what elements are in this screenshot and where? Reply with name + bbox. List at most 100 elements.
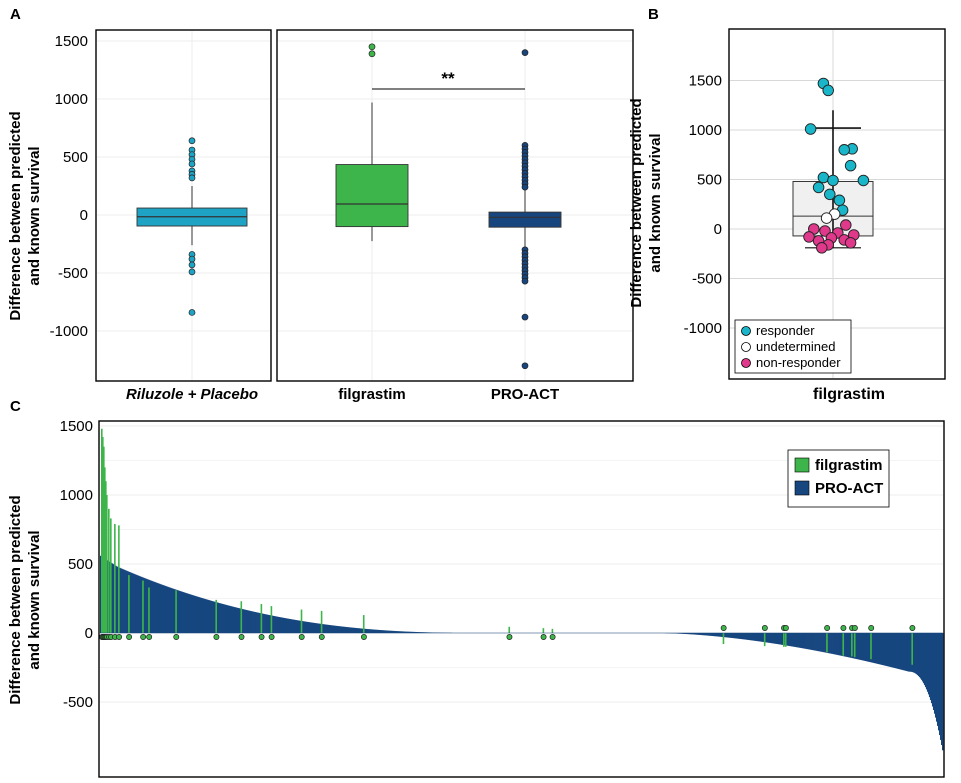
bar-proact bbox=[681, 633, 683, 634]
box-outlier bbox=[368, 50, 376, 58]
bar-proact bbox=[126, 570, 128, 633]
bar-proact bbox=[225, 604, 227, 633]
bar-proact bbox=[832, 633, 834, 655]
bar-proact bbox=[731, 633, 733, 638]
bar-proact bbox=[836, 633, 838, 655]
bar-proact bbox=[881, 633, 884, 665]
bar-proact bbox=[727, 633, 729, 638]
bar-proact bbox=[255, 612, 257, 633]
box-outlier bbox=[188, 160, 196, 168]
filgrastim-marker bbox=[140, 634, 147, 640]
bar-proact bbox=[698, 633, 700, 635]
bar-proact bbox=[927, 633, 930, 695]
bar-proact bbox=[862, 633, 865, 661]
bar-proact bbox=[323, 624, 326, 633]
bar-proact bbox=[709, 633, 711, 636]
bar-proact bbox=[769, 633, 771, 643]
bar-proact bbox=[271, 615, 273, 633]
panel-c-y-tick: 500 bbox=[68, 556, 93, 573]
bar-proact bbox=[905, 633, 908, 672]
panel-a-y-tick: 1500 bbox=[55, 33, 88, 50]
bar-proact bbox=[421, 632, 423, 633]
box-outlier bbox=[368, 43, 376, 51]
bar-filgrastim bbox=[551, 628, 554, 633]
bar-proact bbox=[871, 633, 874, 663]
bar-proact bbox=[814, 633, 816, 651]
bar-proact bbox=[367, 629, 370, 633]
bar-proact bbox=[802, 633, 804, 649]
bar-proact bbox=[837, 633, 839, 656]
filgrastim-marker bbox=[238, 634, 245, 640]
bar-proact bbox=[897, 633, 900, 669]
panel-b-y-tick: 0 bbox=[714, 221, 722, 238]
bar-proact bbox=[750, 633, 752, 641]
bar-proact bbox=[807, 633, 809, 650]
bar-proact bbox=[714, 633, 716, 637]
bar-proact bbox=[414, 631, 416, 633]
panel-b-plot bbox=[792, 77, 874, 254]
bar-proact bbox=[878, 633, 881, 665]
bar-proact bbox=[733, 633, 735, 639]
legend-nonresponder-label: non-responder bbox=[756, 355, 841, 370]
bar-proact bbox=[765, 633, 767, 643]
bar-proact bbox=[239, 608, 241, 633]
panel-b-point-responder bbox=[822, 84, 834, 97]
bar-proact bbox=[912, 633, 915, 673]
bar-proact bbox=[401, 631, 403, 633]
box-outlier bbox=[188, 261, 196, 269]
bar-proact bbox=[861, 633, 864, 661]
bar-proact bbox=[210, 600, 212, 633]
bar-proact bbox=[226, 605, 228, 633]
bar-proact bbox=[385, 630, 387, 633]
bar-proact bbox=[376, 629, 379, 633]
bar-proact bbox=[713, 633, 715, 637]
panel-a-y-tick: 1000 bbox=[55, 91, 88, 108]
bar-proact bbox=[695, 633, 697, 635]
bar-proact bbox=[288, 618, 291, 633]
panel-a-y-axis: 1500 1000 500 0 -500 -1000 bbox=[50, 33, 88, 340]
box-outlier bbox=[188, 268, 196, 276]
bar-proact bbox=[180, 591, 182, 633]
bar-proact bbox=[938, 633, 941, 736]
bar-proact bbox=[730, 633, 732, 638]
bar-proact bbox=[167, 586, 169, 633]
bar-proact bbox=[864, 633, 867, 662]
bar-proact bbox=[841, 633, 843, 656]
panel-a: Difference between predicted and known s… bbox=[7, 29, 634, 403]
bar-proact bbox=[792, 633, 794, 647]
bar-proact bbox=[939, 633, 942, 740]
bar-proact bbox=[194, 595, 196, 633]
panel-b-y-tick: -500 bbox=[692, 271, 722, 288]
bar-proact bbox=[419, 632, 421, 633]
bar-proact bbox=[169, 587, 171, 633]
bar-proact bbox=[265, 614, 267, 633]
bar-proact bbox=[706, 633, 708, 636]
bar-proact bbox=[131, 572, 133, 633]
bar-proact bbox=[867, 633, 870, 662]
bar-proact bbox=[135, 574, 137, 633]
bar-proact bbox=[740, 633, 742, 640]
bar-proact bbox=[319, 623, 322, 633]
bar-proact bbox=[170, 587, 172, 633]
bar-proact bbox=[230, 606, 232, 633]
bar-proact bbox=[297, 620, 300, 633]
bar-proact bbox=[801, 633, 803, 649]
bar-proact bbox=[295, 620, 298, 633]
bar-proact bbox=[377, 629, 380, 633]
bar-filgrastim bbox=[260, 604, 263, 633]
panel-b-legend-box bbox=[734, 319, 852, 374]
bar-proact bbox=[779, 633, 781, 645]
bar-proact bbox=[929, 633, 932, 701]
bar-proact bbox=[252, 611, 254, 633]
bar-proact bbox=[246, 610, 248, 633]
bar-proact bbox=[233, 606, 235, 633]
bar-proact bbox=[858, 633, 861, 660]
bar-proact bbox=[403, 631, 405, 633]
bar-proact bbox=[743, 633, 745, 640]
bar-proact bbox=[214, 601, 216, 633]
bar-proact bbox=[776, 633, 778, 645]
bar-proact bbox=[330, 625, 333, 633]
bar-proact bbox=[312, 622, 315, 633]
bar-proact bbox=[196, 596, 198, 633]
bar-proact bbox=[821, 633, 823, 652]
